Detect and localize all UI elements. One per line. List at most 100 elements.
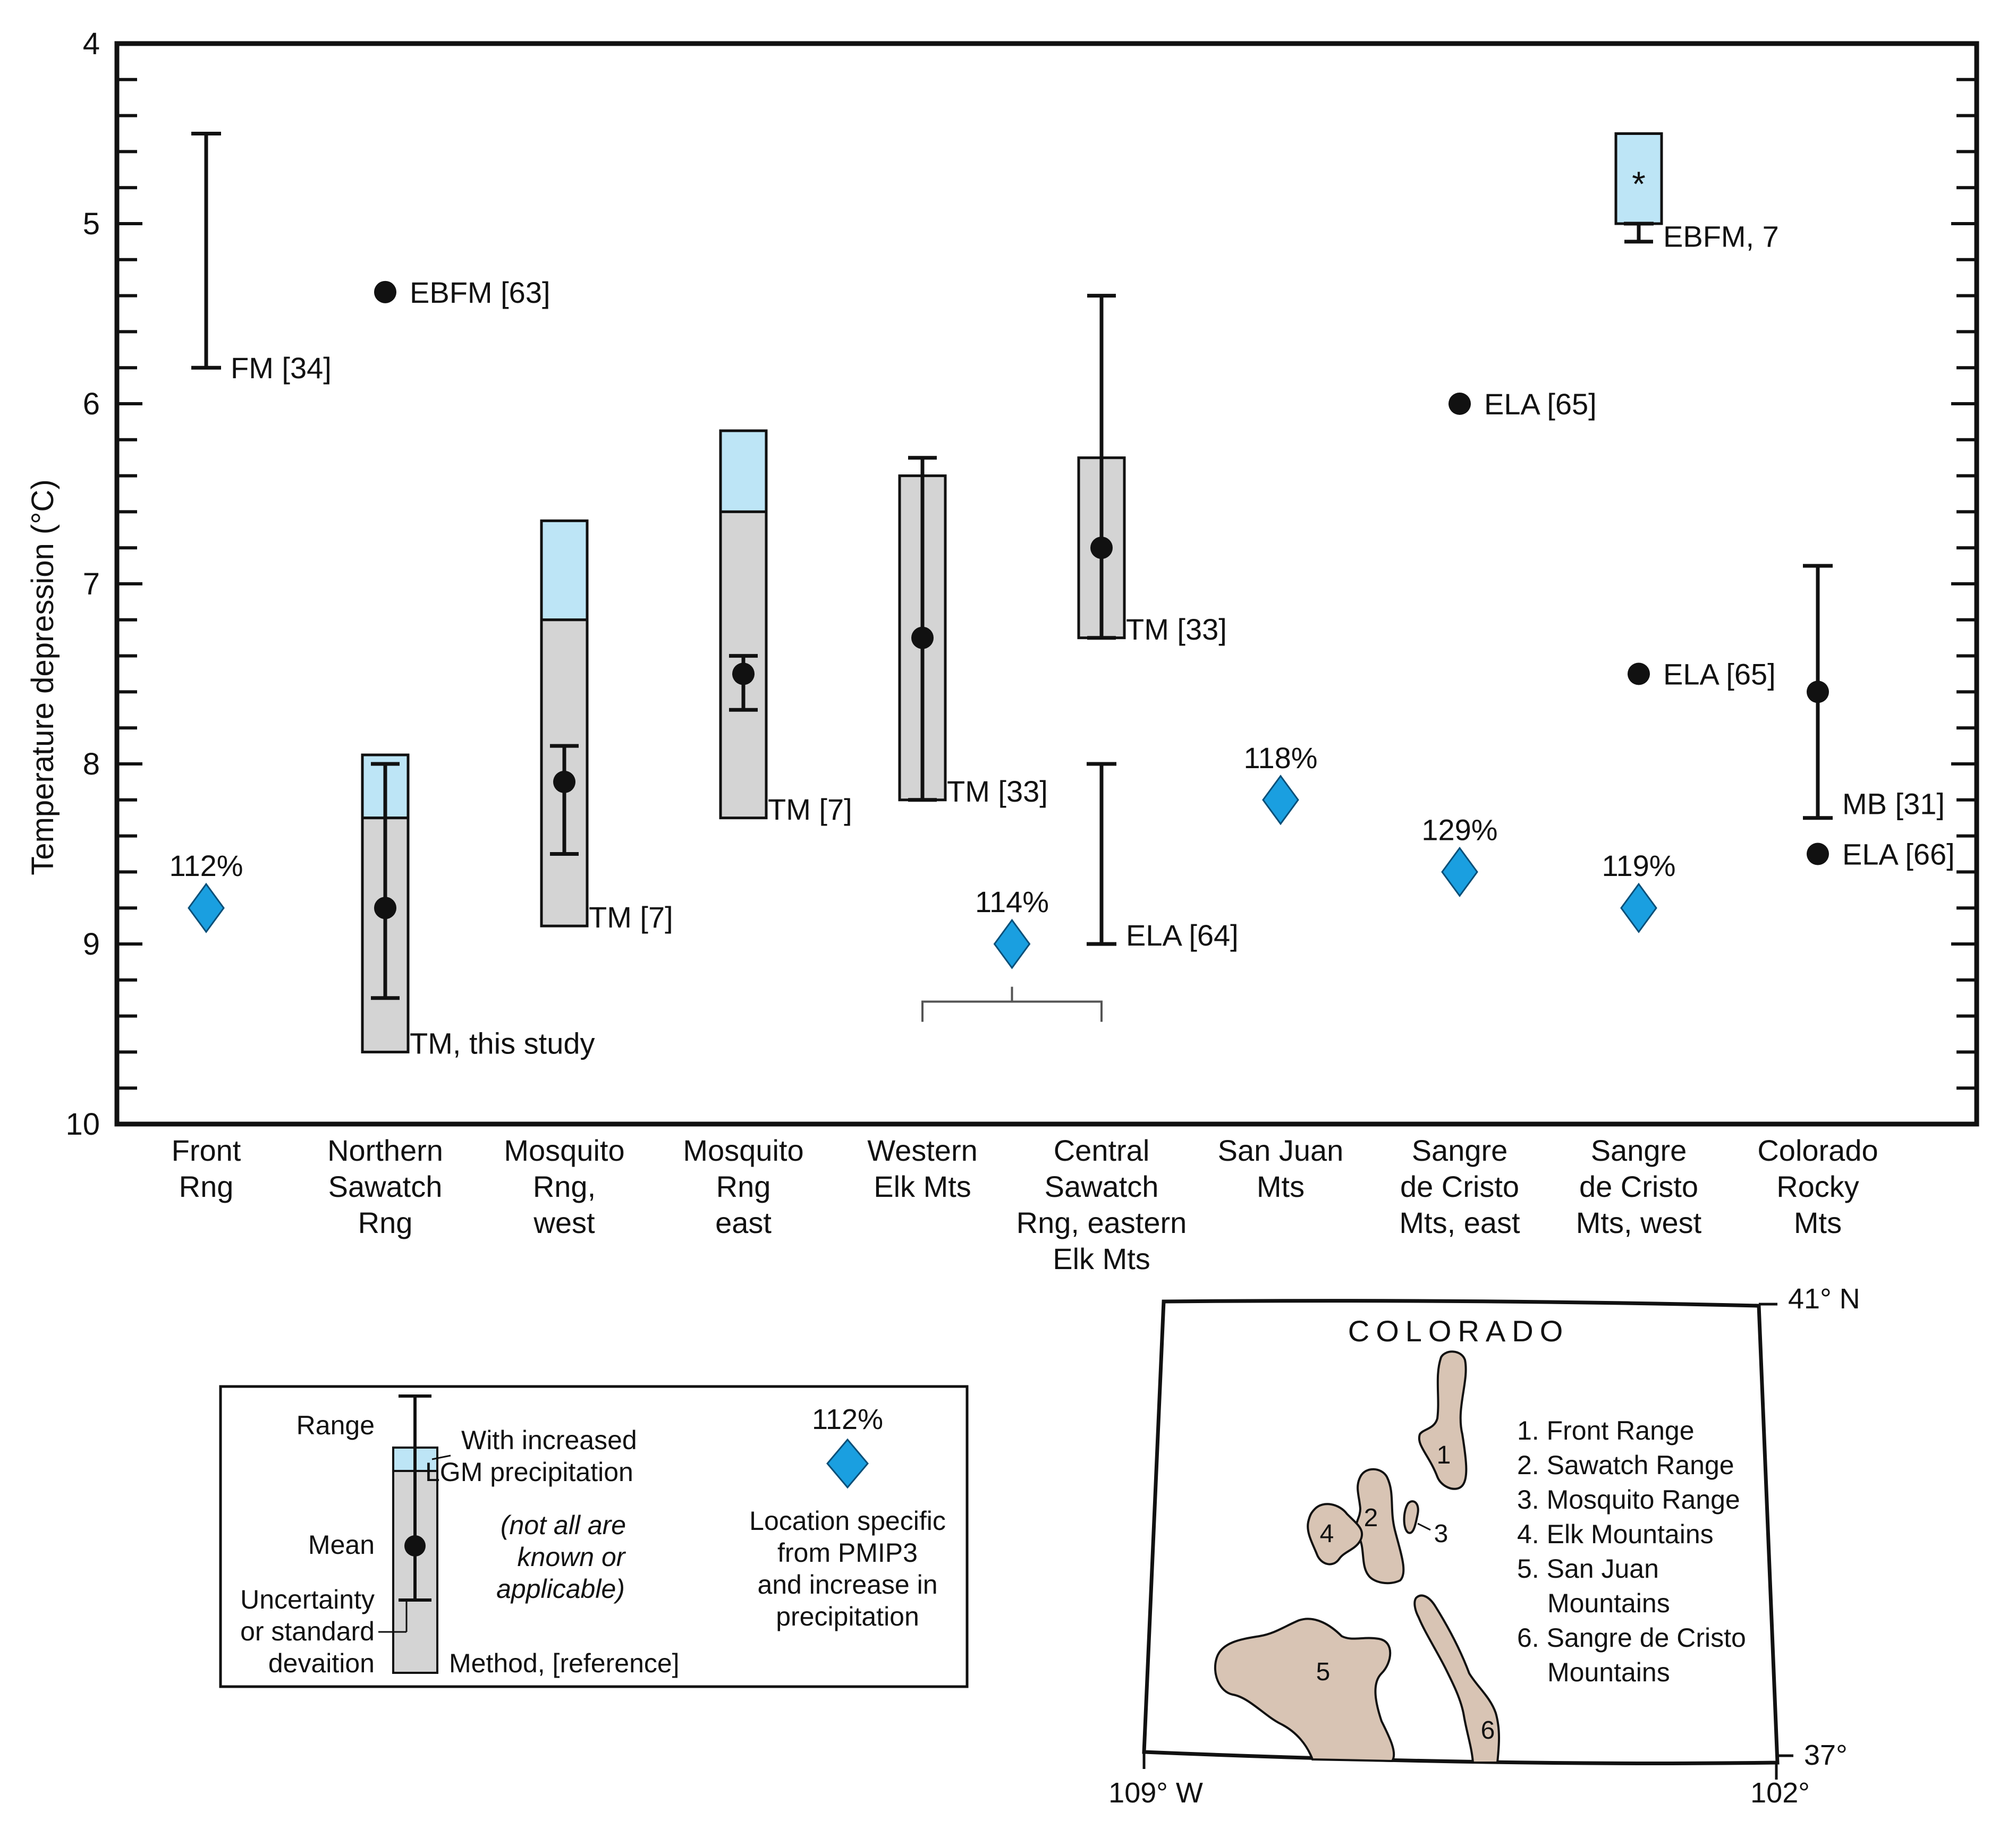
x-category-label: de Cristo [1400,1170,1519,1203]
map-key: 1. Front Range 2. Sawatch Range 3. Mosquit… [1517,1416,1746,1687]
x-category-label: Rng, eastern [1017,1206,1187,1239]
y-tick-label: 7 [83,567,100,601]
map-lat-north: 41° N [1788,1283,1860,1315]
map-lon-west: 109° W [1108,1777,1203,1809]
legend-range-label: Range [297,1410,375,1440]
increased-precip-box [719,429,768,513]
map-key-entry: 3. Mosquito Range [1517,1485,1740,1515]
x-category-label: Sangre [1412,1134,1508,1167]
legend-wet-leader [431,1454,451,1460]
map-key-entry: 2. Sawatch Range [1517,1450,1734,1480]
map-key-entry: 6. Sangre de Cristo [1517,1623,1746,1653]
map-lat-south: 37° [1804,1739,1848,1771]
mean-marker [1807,680,1829,703]
asterisk-marker: * [1632,164,1646,203]
x-category-label: Rng [358,1206,413,1239]
pmip3-diamond [1262,775,1299,826]
y-tick-label: 8 [83,747,100,781]
legend-note-2: known or [518,1542,626,1572]
marker-layer: * [374,164,1829,920]
x-axis-category-labels: FrontRngNorthernSawatchRngMosquitoRng,we… [172,1134,1878,1275]
pmip3-percent-label: 114% [975,885,1049,918]
y-tick-label: 5 [83,207,100,241]
increased-precip-box [1614,132,1663,225]
y-tick-label: 9 [83,927,100,962]
range-layer [191,132,1833,1000]
legend-diamond-1: Location specific [749,1506,946,1536]
y-tick-label: 4 [83,27,100,61]
map-lon-east: 102° [1750,1777,1810,1809]
x-category-label: Mosquito [683,1134,803,1167]
pmip3-percent-label: 129% [1421,813,1497,846]
mosquito-leader [1417,1522,1431,1531]
x-category-label: west [533,1206,595,1239]
map-number-2: 2 [1364,1504,1378,1532]
legend-uncertainty-2: or standard [240,1617,375,1646]
pmip3-diamond [188,882,225,933]
x-category-label: de Cristo [1579,1170,1698,1203]
map-key-entry: 1. Front Range [1517,1416,1695,1445]
pmip3-diamond [1441,846,1478,897]
x-category-label: Colorado [1757,1134,1878,1167]
map-key-entry: 5. San Juan [1517,1554,1659,1584]
legend-diamond-4: precipitation [776,1602,919,1631]
mean-marker [553,770,575,793]
map-number-3: 3 [1434,1520,1449,1548]
temperature-depression-chart: Temperature depression (°C) 4 5 6 7 8 9 10 * F… [26,27,1979,1275]
method-label: ELA [65] [1663,658,1776,691]
x-category-label: Mts [1257,1170,1305,1203]
x-category-label: Sangre [1591,1134,1687,1167]
legend-uncertainty-1: Uncertainty [240,1585,375,1614]
y-axis-ticks: 4 5 6 7 8 9 10 [65,27,1977,1142]
y-axis-label: Temperature depression (°C) [26,479,60,875]
legend-note-1: (not all are [501,1510,626,1540]
method-label: ELA [64] [1126,918,1239,952]
method-label: EBFM [63] [410,276,550,309]
x-category-label: Rng [716,1170,771,1203]
method-label: TM [33] [1126,612,1227,646]
plot-frame [114,41,1979,1127]
map-number-1: 1 [1437,1441,1451,1469]
x-category-label: Mosquito [504,1134,624,1167]
point-estimate-marker [374,280,396,303]
legend-note-3: applicable) [496,1574,625,1604]
mosquito-range-shape [1403,1500,1419,1534]
front-range-shape [1418,1350,1468,1490]
legend-mean-label: Mean [308,1530,375,1560]
x-category-label: Elk Mts [1053,1242,1150,1275]
legend-frame [219,1385,969,1688]
legend-diamond-pct: 112% [812,1403,883,1435]
legend-diamond-3: and increase in [757,1570,937,1600]
map-number-6: 6 [1481,1716,1495,1745]
x-category-label: Western [867,1134,977,1167]
bracket-line [921,986,1103,1022]
x-category-label: Northern [327,1134,443,1167]
x-category-label: San Juan [1218,1134,1344,1167]
sawatch-range-shape [1354,1468,1405,1585]
san-juan-mountains-shape [1214,1618,1395,1763]
x-category-label: Sawatch [1045,1170,1159,1203]
bracket [921,986,1103,1022]
x-category-label: Mts, west [1576,1206,1702,1239]
diamond-layer: 112% 114% 118% 129% 119% [169,741,1676,969]
map-number-4: 4 [1320,1520,1334,1548]
method-label: ELA [65] [1484,387,1597,421]
point-estimate-marker [1628,662,1650,685]
sangre-de-cristo-shape [1413,1594,1500,1764]
y-tick-label: 10 [65,1107,100,1142]
point-estimate-marker [1807,843,1829,865]
x-category-label: Rocky [1776,1170,1859,1203]
method-label: TM [33] [947,775,1048,808]
map-number-5: 5 [1316,1658,1331,1686]
x-category-label: Rng [179,1170,234,1203]
method-label: EBFM, 7 [1663,220,1779,253]
method-label: ELA [66] [1842,838,1955,871]
x-category-label: Rng, [533,1170,596,1203]
mean-marker [1090,537,1113,559]
legend-diamond-2: from PMIP3 [777,1538,918,1568]
x-category-label: Mts, east [1399,1206,1520,1239]
method-label: FM [34] [231,351,332,385]
y-tick-label: 6 [83,387,100,421]
map-key-entry: Mountains [1547,1588,1670,1618]
